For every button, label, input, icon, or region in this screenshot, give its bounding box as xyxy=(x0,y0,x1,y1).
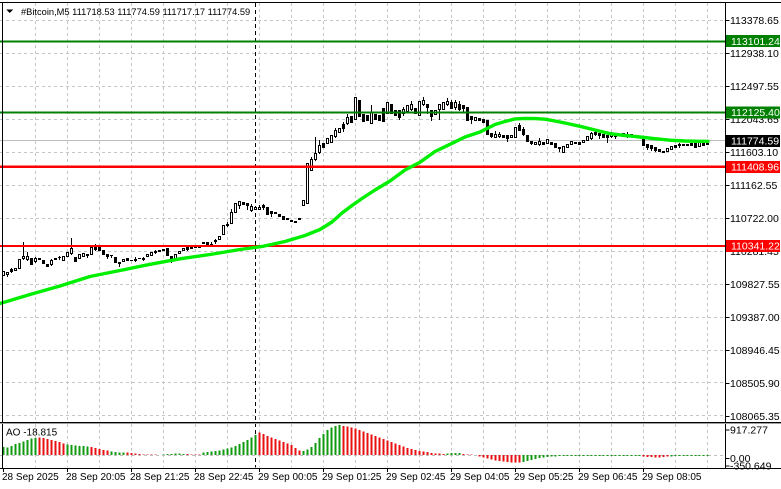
svg-text:113378.65: 113378.65 xyxy=(730,15,779,27)
svg-text:28 Sep 22:45: 28 Sep 22:45 xyxy=(194,472,254,483)
svg-text:29 Sep 00:05: 29 Sep 00:05 xyxy=(258,472,318,483)
svg-text:110722.00: 110722.00 xyxy=(730,213,779,225)
svg-text:0.00: 0.00 xyxy=(730,453,751,465)
svg-text:108946.45: 108946.45 xyxy=(730,345,780,357)
svg-text:112125.40: 112125.40 xyxy=(731,107,780,119)
svg-text:111408.96: 111408.96 xyxy=(731,162,779,174)
svg-text:AO -18.815: AO -18.815 xyxy=(6,428,58,439)
svg-text:108505.90: 108505.90 xyxy=(730,378,780,390)
svg-text:28 Sep 21:25: 28 Sep 21:25 xyxy=(130,472,190,483)
svg-text:110341.22: 110341.22 xyxy=(731,241,780,253)
svg-text:29 Sep 05:25: 29 Sep 05:25 xyxy=(514,472,574,483)
svg-text:109387.00: 109387.00 xyxy=(730,312,780,324)
svg-text:29 Sep 01:25: 29 Sep 01:25 xyxy=(322,472,382,483)
svg-text:29 Sep 08:05: 29 Sep 08:05 xyxy=(642,472,702,483)
svg-text:108065.35: 108065.35 xyxy=(730,411,780,423)
svg-text:29 Sep 04:05: 29 Sep 04:05 xyxy=(450,472,510,483)
svg-text:29 Sep 02:45: 29 Sep 02:45 xyxy=(386,472,446,483)
svg-text:917.277: 917.277 xyxy=(730,424,768,436)
svg-text:112938.10: 112938.10 xyxy=(730,48,779,60)
svg-text:29 Sep 06:45: 29 Sep 06:45 xyxy=(578,472,638,483)
svg-text:109827.55: 109827.55 xyxy=(730,279,780,291)
svg-text:112497.55: 112497.55 xyxy=(730,81,779,93)
svg-text:28 Sep 2025: 28 Sep 2025 xyxy=(2,472,59,483)
svg-text:111774.59: 111774.59 xyxy=(731,136,779,148)
svg-text:#Bitcoin,M5 111718.53 111774.: #Bitcoin,M5 111718.53 111774.59 111717.1… xyxy=(21,7,250,17)
svg-text:111603.10: 111603.10 xyxy=(730,147,778,159)
svg-text:111162.55: 111162.55 xyxy=(730,180,777,192)
svg-text:28 Sep 20:05: 28 Sep 20:05 xyxy=(66,472,126,483)
svg-text:113101.24: 113101.24 xyxy=(731,36,780,48)
svg-text:-350.649: -350.649 xyxy=(730,460,772,472)
